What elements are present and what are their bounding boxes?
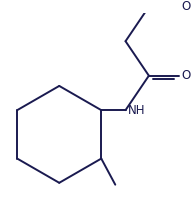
Text: O: O — [181, 0, 191, 13]
Text: NH: NH — [127, 104, 145, 117]
Text: O: O — [181, 69, 191, 82]
